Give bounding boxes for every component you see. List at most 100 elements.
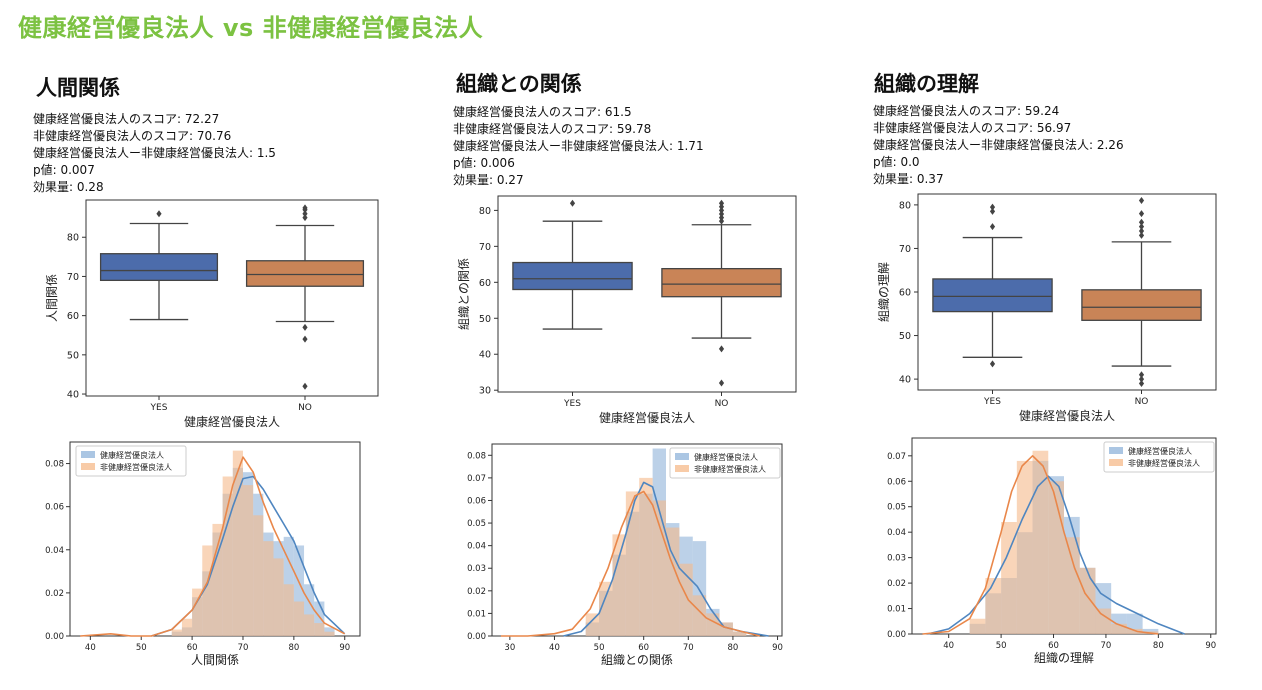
iqr-box [932,278,1053,313]
stat-p-value: p値: 0.006 [453,156,515,170]
legend-swatch [675,465,689,472]
hist-bar [985,578,1002,634]
y-tick-label: 60 [479,278,491,289]
hist-bar [192,588,203,636]
stats-block-2: 健康経営優良法人のスコア: 61.5 非健康経営優良法人のスコア: 59.78 … [453,104,704,189]
x-tick-label: YES [563,399,581,409]
histogram-chart-2: 0.00 0.01 0.02 0.03 0.04 0.05 0.06 0.07 0.08 30 40… [467,443,783,667]
y-tick-label: 50 [67,350,79,361]
hist-bar [639,477,653,636]
y-axis-label: 組織の理解 [877,262,891,322]
stat-effect-size: 効果量: 0.28 [33,180,104,194]
legend-swatch [81,463,95,470]
x-axis-label: 組織の理解 [1034,651,1094,665]
hist-series-no [171,450,335,636]
y-tick-label: 50 [899,331,911,342]
hist-bar [293,601,305,636]
hist-bar [304,614,315,636]
legend-label: 非健康経営優良法人 [1128,458,1200,468]
outlier-point [569,199,576,207]
plot-frame [497,195,797,393]
stat-diff: 健康経営優良法人ー非健康経営優良法人: 1.5 [33,146,276,160]
x-tick-label: 70 [1101,641,1112,651]
panel-title-1: 人間関係 [36,76,120,100]
outlier-point [302,210,308,218]
box-yes [932,203,1053,368]
y-tick-label: 0.08 [45,460,64,470]
x-tick-label: 80 [728,643,739,653]
x-tick-label: 90 [1205,641,1216,651]
outlier-point [718,210,725,218]
outlier-point [1138,218,1145,226]
stat-yes-score: 健康経営優良法人のスコア: 59.24 [873,104,1060,118]
hist-bar [679,563,693,636]
hist-bar [1079,567,1096,634]
x-tick-label: 70 [238,643,249,653]
legend-box [669,447,781,479]
y-axis-label: 人間関係 [45,274,59,322]
y-tick-label: 0.05 [887,503,906,513]
legend-swatch [675,453,689,460]
x-tick-label: 50 [996,641,1007,651]
hist-bar [293,545,305,636]
y-tick-label: 80 [479,206,491,217]
stat-yes-score: 健康経営優良法人のスコア: 61.5 [453,105,632,119]
outlier-point [989,207,996,215]
y-tick-label: 0.08 [467,451,486,461]
y-tick-label: 70 [479,242,491,253]
hist-series-no [969,450,1159,634]
x-axis-label: 健康経営優良法人 [184,414,280,429]
y-tick-label: 80 [67,233,79,244]
y-tick-label: 70 [899,244,911,255]
iqr-box [245,260,365,287]
stats-block-1: 健康経営優良法人のスコア: 72.27 非健康経営優良法人のスコア: 70.76… [33,111,276,196]
y-tick-label: 0.06 [45,503,64,513]
y-tick-label: 40 [899,375,911,386]
outlier-point [302,382,308,390]
stats-block-3: 健康経営優良法人のスコア: 59.24 非健康経営優良法人のスコア: 56.97… [873,103,1124,188]
y-tick-label: 80 [899,200,911,211]
histogram-chart-1: 0.00 0.02 0.04 0.06 0.08 40 50 60 70 80 90 健康経営優良法人… [45,441,361,667]
y-tick-label: 0.01 [887,605,906,615]
hist-bar [1001,522,1017,634]
boxplot-chart-1: 40 50 60 70 80 YES NO 健康経営優良法人 人間関係 [45,199,379,429]
y-tick-label: 0.04 [467,542,486,552]
hist-bar [324,631,335,636]
hist-bar [283,584,294,636]
hist-bar [969,618,986,634]
hist-bar [1064,537,1080,634]
x-tick-label: YES [983,397,1001,407]
x-tick-label: NO [715,399,729,409]
legend-swatch [1109,447,1123,454]
boxplot-chart-2: 30 40 50 60 70 80 YES NO 健康経営優良法人 組織との関係 [457,195,797,425]
x-axis-label: 健康経営優良法人 [599,410,695,425]
hist-bar [612,534,626,636]
legend-swatch [81,451,95,458]
hist-bar [202,545,213,636]
y-tick-label: 0.07 [467,474,486,484]
outlier-point [718,203,725,211]
outlier-point [718,199,725,207]
kde-line-yes [927,475,1185,635]
hist-bar [692,595,707,636]
y-tick-label: 0.00 [887,630,906,640]
x-tick-label: NO [1135,397,1149,407]
y-axis-label: 組織との関係 [457,258,471,330]
hist-bar [232,450,243,636]
iqr-box [512,261,633,291]
legend-label: 健康経営優良法人 [694,452,758,462]
stat-effect-size: 効果量: 0.37 [873,172,944,186]
x-tick-label: 90 [339,643,350,653]
iqr-box [99,253,219,282]
histogram-chart-3: 0.00 0.01 0.02 0.03 0.04 0.05 0.06 0.07 40 50 60 70… [887,437,1217,665]
hist-bar [181,618,193,636]
outlier-point [718,206,725,214]
hist-bar [1111,623,1127,634]
hist-bar [1016,460,1033,634]
hist-bar [1142,628,1159,634]
legend-swatch [1109,459,1123,466]
hist-bar [1095,608,1112,634]
x-tick-label: 80 [1153,641,1164,651]
x-axis-label: 組織との関係 [601,653,673,667]
